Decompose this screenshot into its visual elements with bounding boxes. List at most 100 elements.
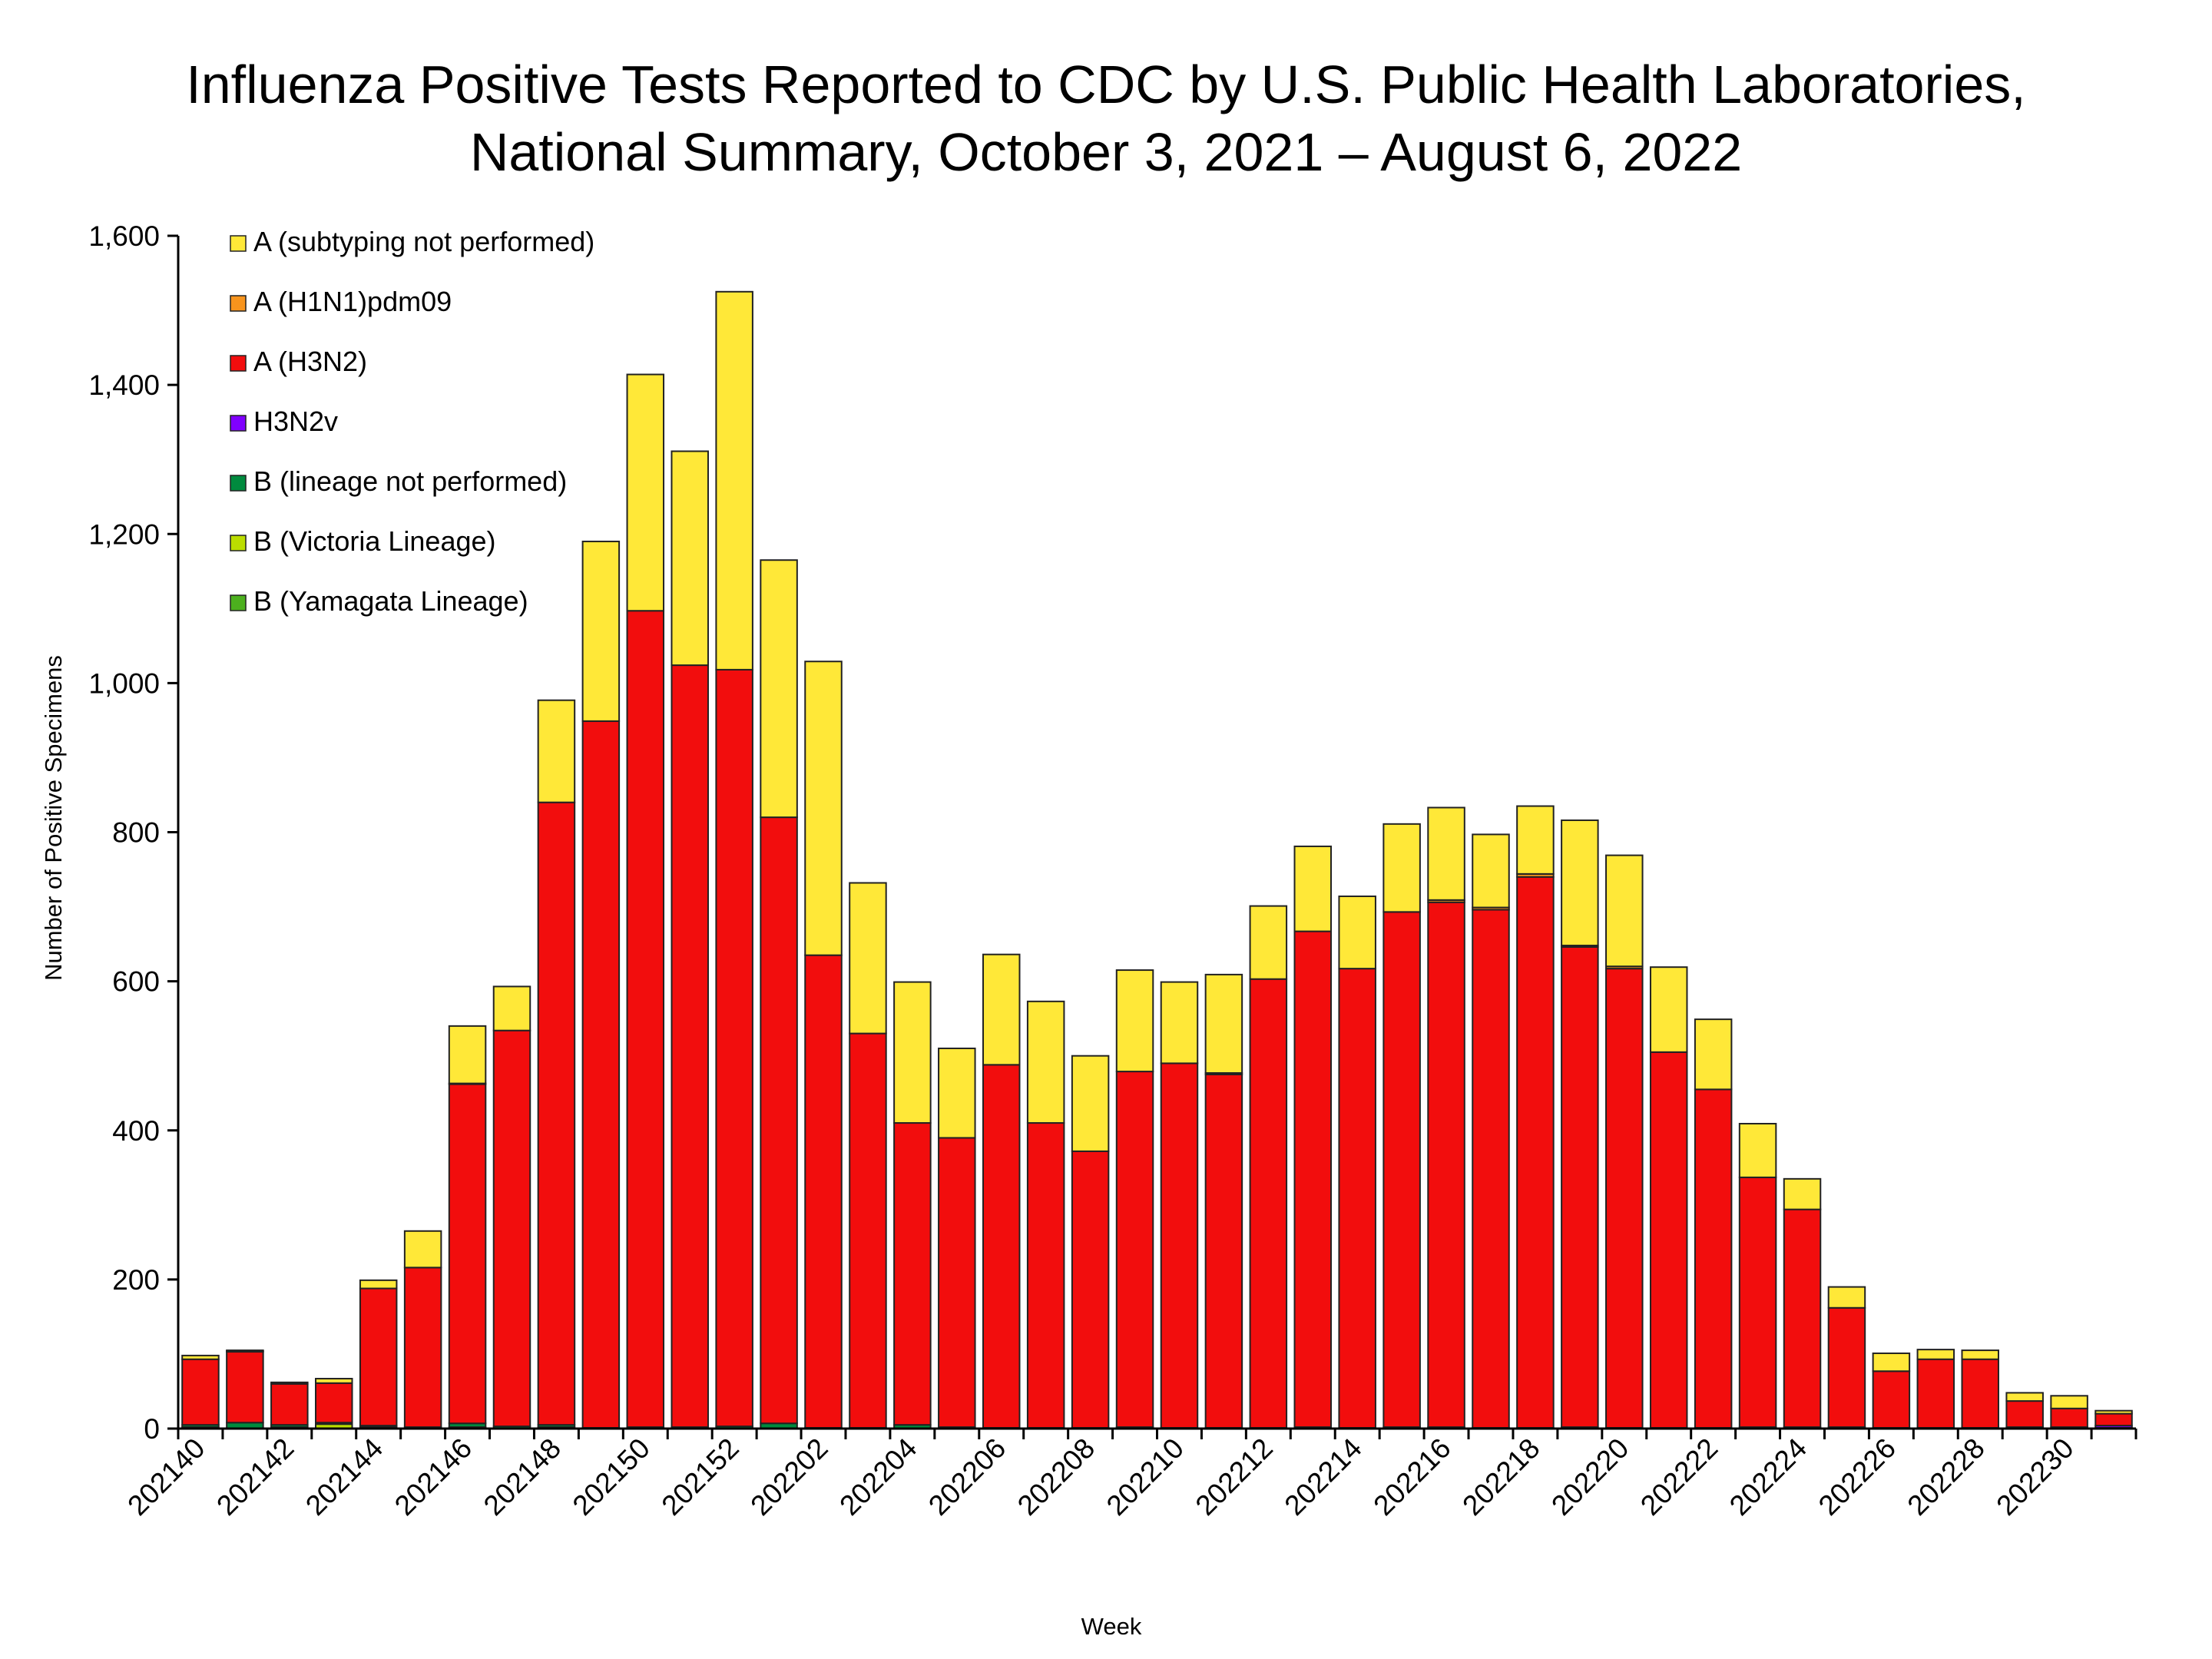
y-tick-label: 1,400 — [88, 369, 160, 401]
bar-segment-202203-6 — [849, 882, 887, 1035]
x-tick-label: 202208 — [1012, 1432, 1101, 1522]
x-tick-label: 202216 — [1367, 1432, 1456, 1522]
bar-segment-202226-4 — [1872, 1370, 1911, 1429]
x-tick-label: 202142 — [210, 1432, 300, 1522]
legend-swatch — [230, 235, 247, 252]
y-tick-label: 600 — [112, 966, 160, 998]
legend-swatch — [230, 355, 247, 372]
bar-segment-202221-6 — [1649, 966, 1688, 1053]
legend-swatch — [230, 535, 247, 551]
chart-title-line-2: National Summary, October 3, 2021 – Augu… — [470, 122, 1742, 182]
legend-label: B (lineage not performed) — [253, 465, 567, 497]
bar-segment-202223-4 — [1738, 1176, 1777, 1429]
bar-segment-202225-4 — [1827, 1306, 1866, 1429]
bar-segment-202150-6 — [626, 373, 665, 612]
bar-segment-202224-6 — [1783, 1177, 1822, 1210]
legend-label: A (H3N2) — [253, 346, 367, 377]
bar-segment-202222-6 — [1694, 1018, 1733, 1091]
y-tick-label: 0 — [144, 1413, 160, 1445]
bar-segment-202230-6 — [2050, 1395, 2088, 1409]
bar-segment-202202-4 — [804, 954, 843, 1429]
bar-segment-202205-6 — [938, 1047, 976, 1139]
bar-segment-202149-6 — [581, 540, 621, 722]
bar-segment-202213-4 — [1293, 930, 1333, 1429]
bar-segment-202217-4 — [1472, 909, 1510, 1429]
bar-segment-202218-4 — [1516, 876, 1555, 1429]
bar-segment-202213-6 — [1293, 845, 1333, 932]
bar-segment-202150-4 — [626, 610, 665, 1429]
bar-segment-202152-4 — [715, 668, 753, 1428]
legend-label: A (H1N1)pdm09 — [253, 286, 452, 317]
bar-segment-202222-4 — [1694, 1088, 1733, 1429]
x-tick-label: 202146 — [389, 1432, 478, 1522]
bar-segment-202216-6 — [1427, 806, 1465, 901]
chart-title-line-1: Influenza Positive Tests Reported to CDC… — [186, 55, 2025, 114]
x-tick-label: 202140 — [121, 1432, 210, 1522]
bar-segment-202149-4 — [581, 720, 621, 1429]
x-tick-label: 202144 — [300, 1432, 389, 1522]
bar-segment-202226-6 — [1872, 1352, 1911, 1373]
bar-segment-202219-4 — [1561, 945, 1599, 1429]
bar-segment-202216-4 — [1427, 901, 1465, 1429]
y-tick-label: 1,200 — [88, 518, 160, 550]
bar-segment-202151-4 — [671, 664, 709, 1429]
bar-segment-202212-6 — [1249, 905, 1288, 980]
bar-segment-202210-4 — [1160, 1062, 1199, 1429]
bar-segment-202209-6 — [1115, 969, 1154, 1073]
bar-segment-202227-6 — [1916, 1349, 1955, 1360]
x-tick-label: 202210 — [1101, 1432, 1190, 1522]
bar-segment-202230-4 — [2050, 1407, 2088, 1429]
bar-segment-202204-6 — [893, 981, 932, 1124]
bar-segment-202142-6 — [270, 1381, 309, 1385]
bar-segment-202206-6 — [982, 953, 1021, 1066]
bar-segment-202145-6 — [403, 1230, 442, 1269]
x-tick-label: 202230 — [1990, 1432, 2079, 1522]
bar-segment-202144-4 — [359, 1287, 398, 1427]
bar-segment-202220-4 — [1605, 968, 1644, 1429]
bar-segment-202147-6 — [492, 985, 531, 1031]
bar-segment-202211-6 — [1204, 973, 1243, 1075]
bar-segment-202206-4 — [982, 1064, 1021, 1429]
bar-segment-202224-4 — [1783, 1208, 1822, 1429]
x-tick-label: 202202 — [744, 1432, 833, 1522]
bar-segment-202146-4 — [448, 1083, 487, 1425]
bar-segment-202140-4 — [181, 1358, 220, 1426]
bar-segment-202220-6 — [1605, 854, 1644, 968]
bar-segment-202148-6 — [537, 699, 576, 803]
bar-segment-202214-6 — [1338, 895, 1376, 970]
legend-label: B (Victoria Lineage) — [253, 525, 496, 557]
legend-swatch — [230, 594, 247, 611]
x-tick-label: 202222 — [1634, 1432, 1724, 1522]
bars — [181, 290, 2133, 1430]
bar-segment-202208-4 — [1071, 1150, 1110, 1429]
x-tick-label: 202212 — [1190, 1432, 1279, 1522]
y-tick-label: 800 — [112, 817, 160, 849]
x-tick-label: 202148 — [478, 1432, 567, 1522]
bar-segment-202204-4 — [893, 1122, 932, 1426]
bar-segment-202152-6 — [715, 290, 753, 671]
bar-segment-202147-4 — [492, 1029, 531, 1428]
bar-segment-202218-6 — [1516, 805, 1555, 875]
bar-segment-202217-6 — [1472, 833, 1510, 909]
x-axis-label: Week — [1081, 1613, 1142, 1640]
bar-segment-202215-6 — [1382, 823, 1421, 913]
legend-label: H3N2v — [253, 406, 338, 437]
y-tick-label: 200 — [112, 1264, 160, 1296]
bar-segment-202207-4 — [1026, 1122, 1065, 1429]
bar-segment-202141-6 — [226, 1349, 264, 1353]
x-tick-label: 202152 — [656, 1432, 745, 1522]
y-tick-label: 1,600 — [88, 220, 160, 252]
bar-segment-202231-6 — [2094, 1409, 2133, 1415]
x-tick-label: 202228 — [1902, 1432, 1991, 1522]
bar-segment-202142-4 — [270, 1382, 309, 1426]
bar-segment-202151-6 — [671, 450, 709, 667]
bar-segment-202201-6 — [760, 559, 798, 819]
bar-segment-202231-4 — [2094, 1412, 2133, 1427]
bar-segment-202141-4 — [226, 1351, 264, 1424]
x-tick-label: 202150 — [567, 1432, 656, 1522]
bar-segment-202140-6 — [181, 1354, 220, 1360]
x-tick-label: 202214 — [1279, 1432, 1368, 1522]
bar-segment-202203-4 — [849, 1032, 887, 1429]
y-tick-label: 1,000 — [88, 667, 160, 699]
bar-segment-202144-6 — [359, 1279, 398, 1290]
